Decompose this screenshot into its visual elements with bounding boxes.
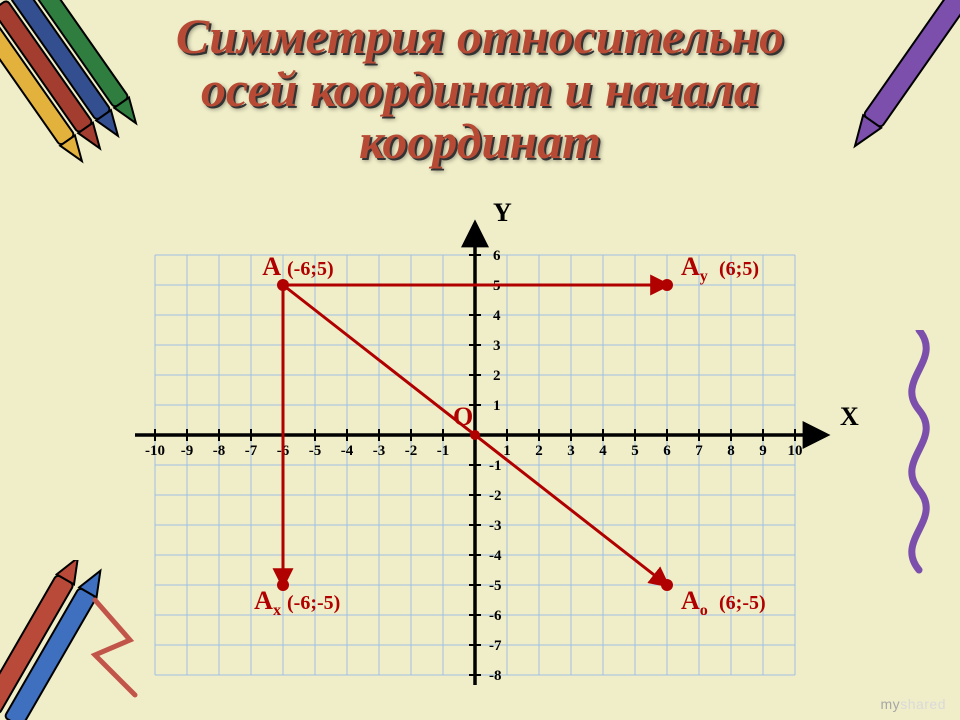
svg-text:-7: -7 (489, 638, 502, 654)
svg-text:-10: -10 (145, 443, 165, 459)
svg-text:-5: -5 (309, 443, 322, 459)
svg-text:-4: -4 (341, 443, 354, 459)
svg-text:-2: -2 (405, 443, 418, 459)
svg-text:4: 4 (599, 443, 607, 459)
svg-text:3: 3 (493, 338, 501, 354)
coordinate-chart: -10-9-8-7-6-5-4-3-2-112345678910123456-1… (0, 0, 960, 720)
svg-text:(6;5): (6;5) (719, 258, 759, 280)
svg-text:-8: -8 (213, 443, 226, 459)
svg-text:X: X (840, 402, 859, 431)
svg-text:-1: -1 (437, 443, 450, 459)
svg-text:-4: -4 (489, 548, 502, 564)
svg-text:8: 8 (727, 443, 735, 459)
svg-text:Аo: Аo (681, 586, 708, 619)
svg-text:9: 9 (759, 443, 767, 459)
svg-text:(-6;5): (-6;5) (287, 258, 334, 280)
svg-text:(-6;-5): (-6;-5) (287, 592, 340, 614)
svg-text:1: 1 (493, 398, 501, 414)
svg-text:Y: Y (493, 198, 512, 227)
svg-text:3: 3 (567, 443, 575, 459)
watermark: myshared (881, 696, 946, 712)
svg-text:А: А (262, 252, 281, 281)
svg-text:5: 5 (631, 443, 639, 459)
svg-text:-8: -8 (489, 668, 502, 684)
svg-text:-7: -7 (245, 443, 258, 459)
svg-text:7: 7 (695, 443, 703, 459)
svg-text:-3: -3 (373, 443, 386, 459)
svg-text:-9: -9 (181, 443, 194, 459)
svg-text:6: 6 (493, 248, 501, 264)
svg-text:-3: -3 (489, 518, 502, 534)
svg-text:Аx: Аx (254, 586, 281, 619)
svg-text:10: 10 (788, 443, 803, 459)
svg-text:-5: -5 (489, 578, 502, 594)
svg-text:(6;-5): (6;-5) (719, 592, 766, 614)
watermark-b: shared (900, 696, 946, 712)
svg-text:Аy: Аy (681, 252, 708, 285)
svg-text:2: 2 (535, 443, 543, 459)
svg-text:4: 4 (493, 308, 501, 324)
svg-text:-2: -2 (489, 488, 502, 504)
svg-text:-6: -6 (489, 608, 502, 624)
svg-text:6: 6 (663, 443, 671, 459)
watermark-a: my (881, 696, 901, 712)
svg-text:-1: -1 (489, 458, 502, 474)
svg-text:2: 2 (493, 368, 501, 384)
